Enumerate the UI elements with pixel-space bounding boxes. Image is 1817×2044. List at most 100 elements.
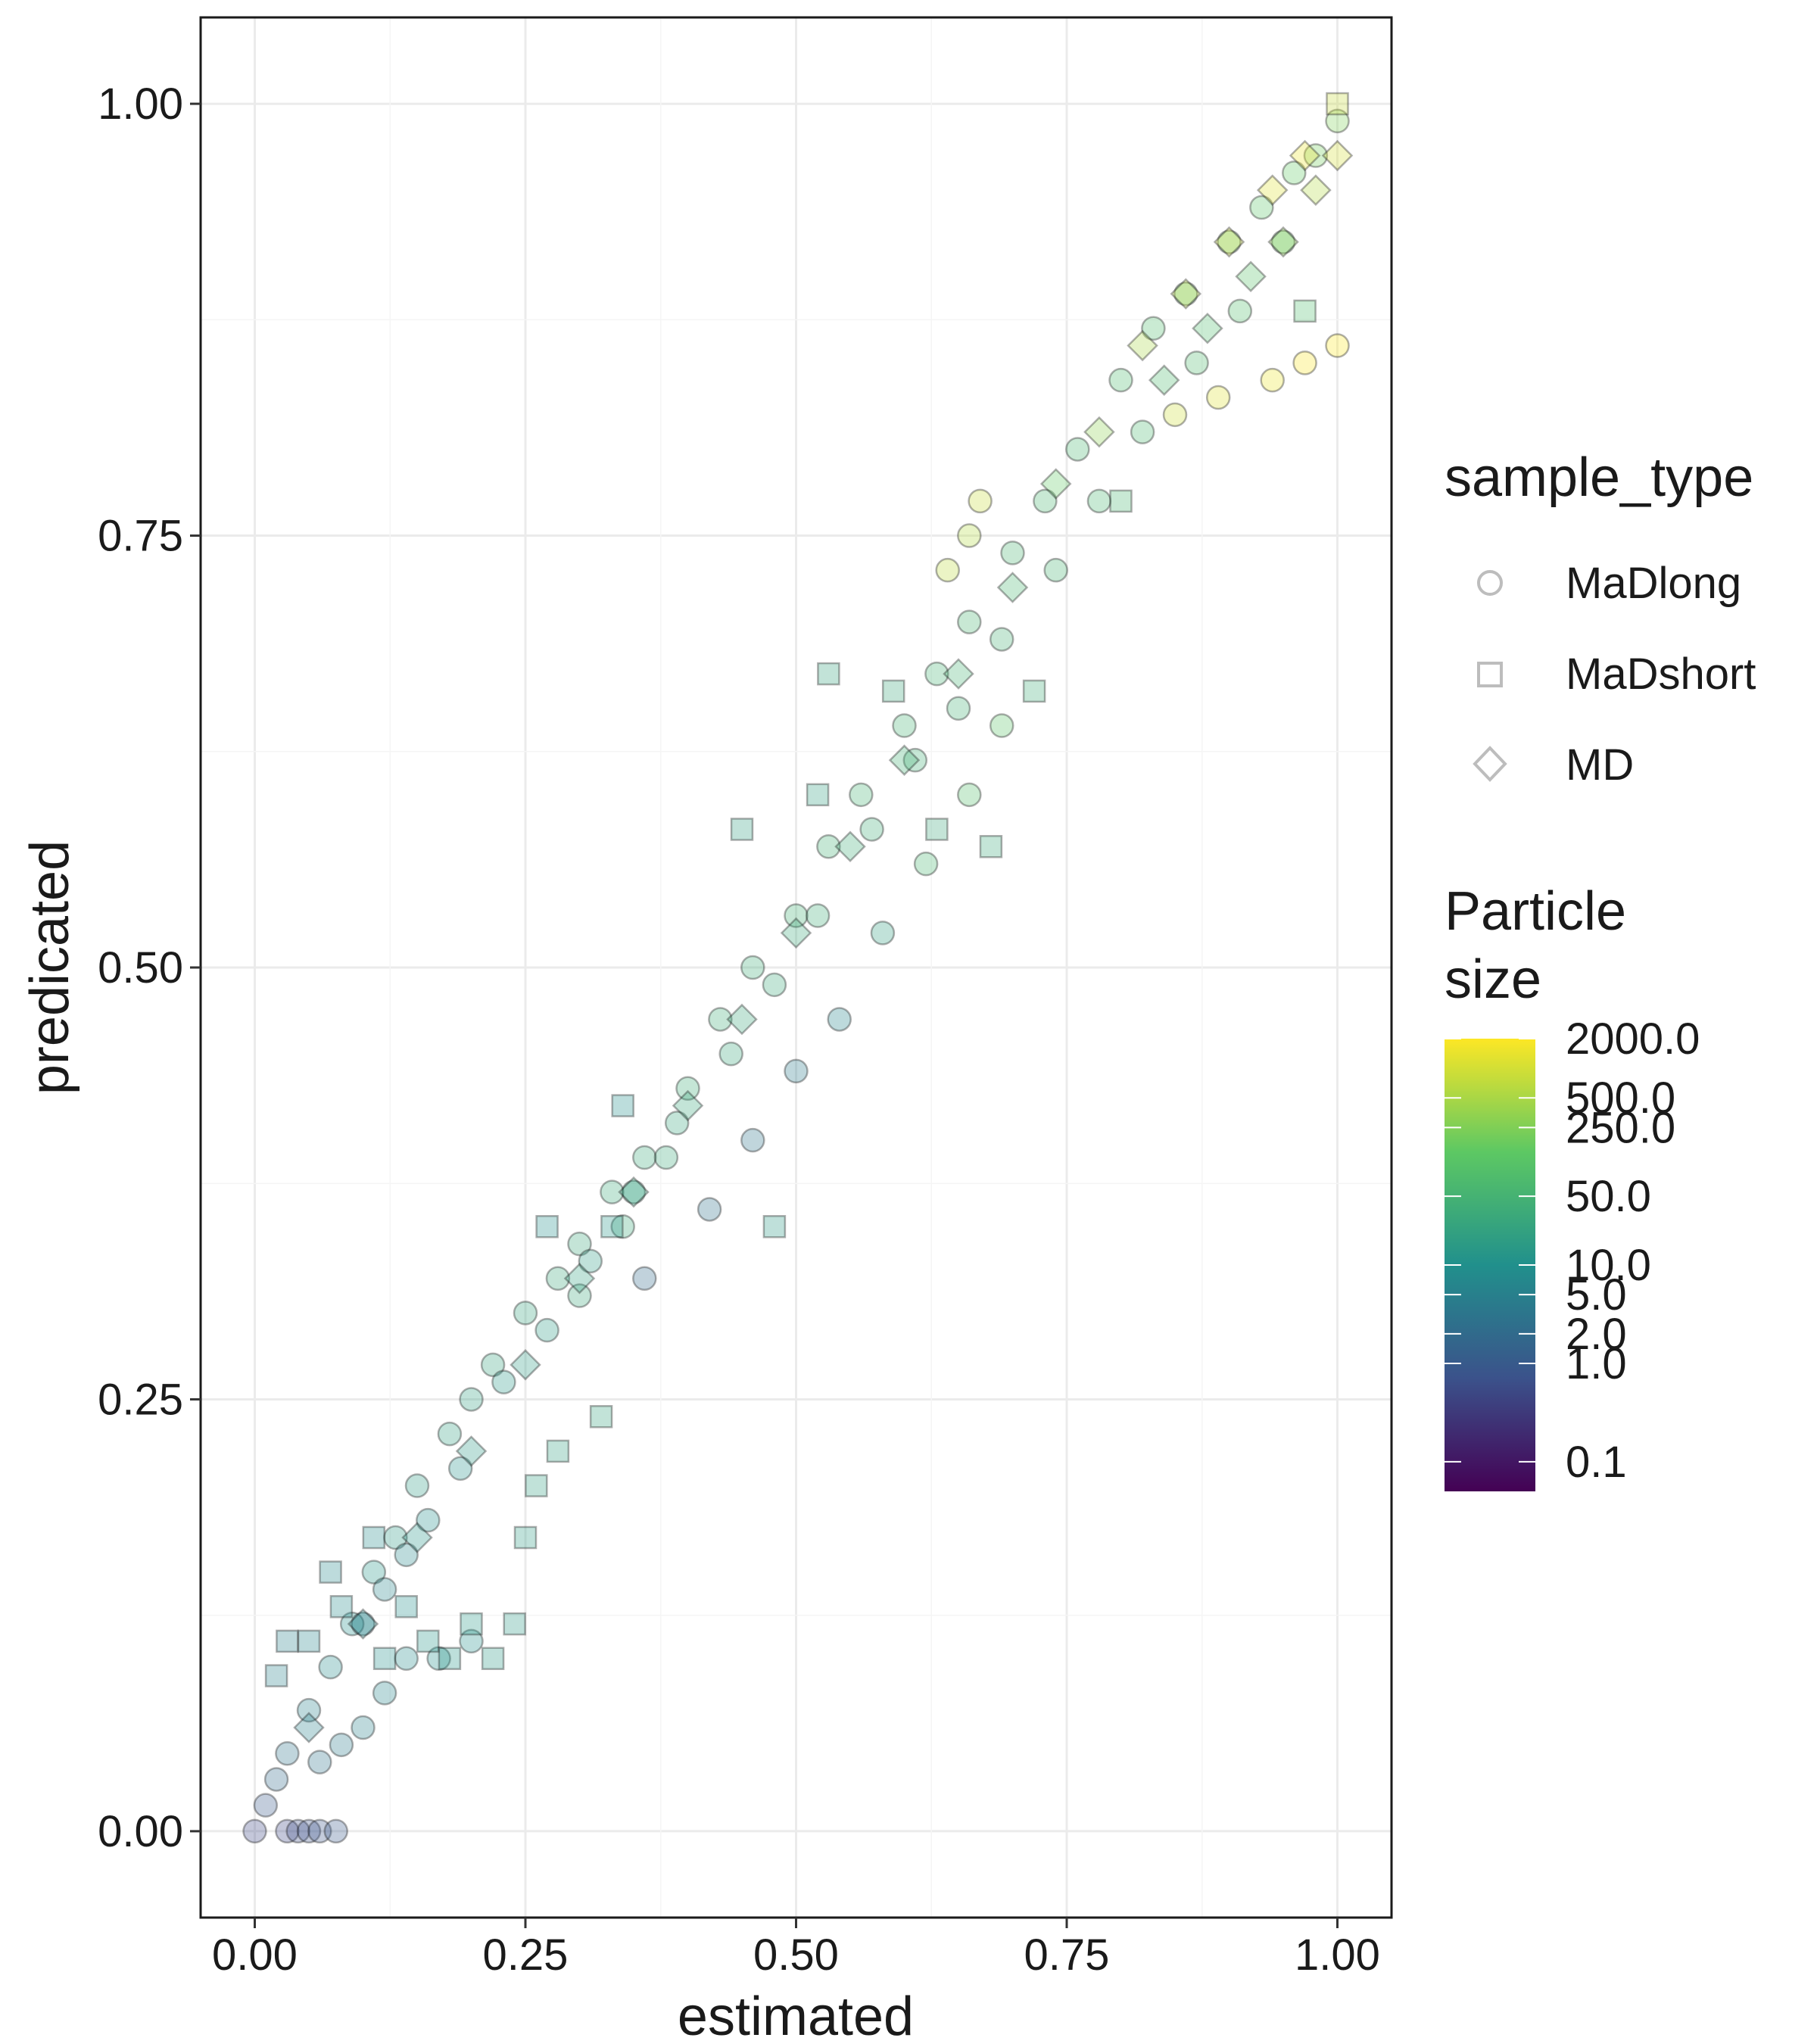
point-madshort: [503, 1612, 526, 1636]
point-madshort: [416, 1629, 440, 1653]
point-madlong: [653, 1145, 679, 1170]
point-md: [996, 572, 1029, 603]
point-madshort: [329, 1595, 354, 1619]
point-madshort: [1293, 299, 1317, 323]
point-md: [1192, 312, 1223, 344]
point-madlong: [339, 1611, 365, 1637]
data-points: [242, 92, 1354, 1844]
point-madlong: [253, 1793, 279, 1818]
point-madlong: [902, 747, 928, 773]
point-madlong: [1260, 367, 1285, 393]
point-md: [888, 744, 921, 776]
point-md: [563, 1262, 596, 1295]
point-madlong: [535, 1317, 559, 1343]
point-madlong: [567, 1231, 592, 1257]
x-tick-label: 1.00: [1295, 1930, 1380, 1980]
point-madlong: [1227, 298, 1253, 324]
point-madlong: [361, 1559, 387, 1584]
point-madlong: [740, 1127, 765, 1153]
point-madshort: [535, 1215, 559, 1239]
point-madlong: [859, 817, 884, 842]
color-legend-title-line1: Particle: [1445, 881, 1626, 942]
x-tick-label: 0.25: [483, 1930, 569, 1980]
point-madlong: [372, 1681, 397, 1706]
point-madlong: [426, 1646, 451, 1671]
legend-key-circle: [1477, 570, 1503, 596]
point-madshort: [611, 1094, 634, 1117]
point-md: [1256, 174, 1289, 206]
point-md: [1235, 260, 1267, 293]
point-madshort: [1022, 679, 1046, 703]
point-md: [1148, 364, 1180, 396]
point-md: [1127, 329, 1158, 362]
point-madlong: [762, 972, 787, 998]
point-md: [1213, 226, 1245, 258]
colorbar-label: 1.0: [1566, 1339, 1627, 1388]
colorbar-label: 50.0: [1566, 1172, 1651, 1221]
point-madlong: [323, 1818, 348, 1844]
point-md: [726, 1003, 758, 1036]
point-madlong: [513, 1301, 538, 1326]
point-madlong: [242, 1818, 267, 1844]
point-madlong: [275, 1818, 300, 1844]
point-madlong: [957, 523, 982, 548]
point-md: [672, 1089, 704, 1122]
colorbar-label: 10.0: [1566, 1241, 1651, 1290]
point-madlong: [1141, 316, 1166, 341]
point-madlong: [1282, 160, 1307, 185]
point-madshort: [362, 1525, 386, 1550]
colorbar-label: 5.0: [1566, 1270, 1627, 1320]
point-madlong: [1217, 229, 1242, 254]
point-md: [1039, 468, 1072, 500]
point-madlong: [416, 1507, 441, 1533]
colorbar-label: 0.1: [1566, 1438, 1627, 1487]
y-tick-label: 0.25: [98, 1375, 183, 1424]
point-madlong: [1270, 229, 1296, 254]
point-madlong: [849, 782, 874, 808]
point-madlong: [892, 713, 917, 738]
point-madlong: [784, 903, 809, 928]
point-madlong: [957, 782, 982, 808]
point-madlong: [459, 1387, 484, 1412]
y-tick-label: 0.00: [98, 1807, 183, 1856]
point-madlong: [913, 851, 939, 877]
colorbar-label: 250.0: [1566, 1103, 1675, 1152]
point-madlong: [1033, 488, 1058, 514]
point-madlong: [329, 1732, 354, 1758]
point-madlong: [263, 1767, 289, 1792]
point-madshort: [546, 1439, 570, 1463]
point-madlong: [1086, 488, 1112, 514]
point-madlong: [1303, 143, 1329, 168]
point-md: [1300, 174, 1332, 206]
point-madlong: [675, 1076, 700, 1101]
point-madlong: [480, 1352, 506, 1378]
point-madlong: [989, 713, 1014, 738]
point-madlong: [697, 1197, 722, 1222]
point-madlong: [784, 1058, 809, 1084]
point-madshort: [1109, 489, 1133, 513]
point-madlong: [491, 1369, 516, 1394]
point-madlong: [1108, 367, 1133, 393]
point-madlong: [307, 1750, 332, 1774]
point-md: [293, 1712, 325, 1743]
point-madlong: [989, 627, 1014, 652]
point-madlong: [1205, 385, 1231, 410]
point-madshort: [925, 818, 949, 841]
point-madlong: [935, 557, 960, 583]
point-md: [401, 1522, 433, 1553]
point-madshort: [1326, 92, 1349, 116]
point-madlong: [946, 696, 971, 721]
point-md: [1083, 416, 1115, 448]
x-axis-ticks: 0.00 0.25 0.50 0.75 1.00: [212, 1918, 1380, 1980]
point-madlong: [1173, 281, 1198, 307]
point-madlong: [664, 1111, 690, 1136]
point-madshort: [817, 662, 840, 686]
legend-label-madshort: MaDshort: [1566, 650, 1756, 699]
y-axis-title: predicated: [20, 840, 80, 1095]
legend-key-diamond: [1473, 746, 1507, 782]
x-axis-title: estimated: [678, 1986, 914, 2044]
point-madlong: [1292, 351, 1317, 375]
point-madshort: [979, 835, 1003, 858]
point-madlong: [632, 1266, 657, 1291]
